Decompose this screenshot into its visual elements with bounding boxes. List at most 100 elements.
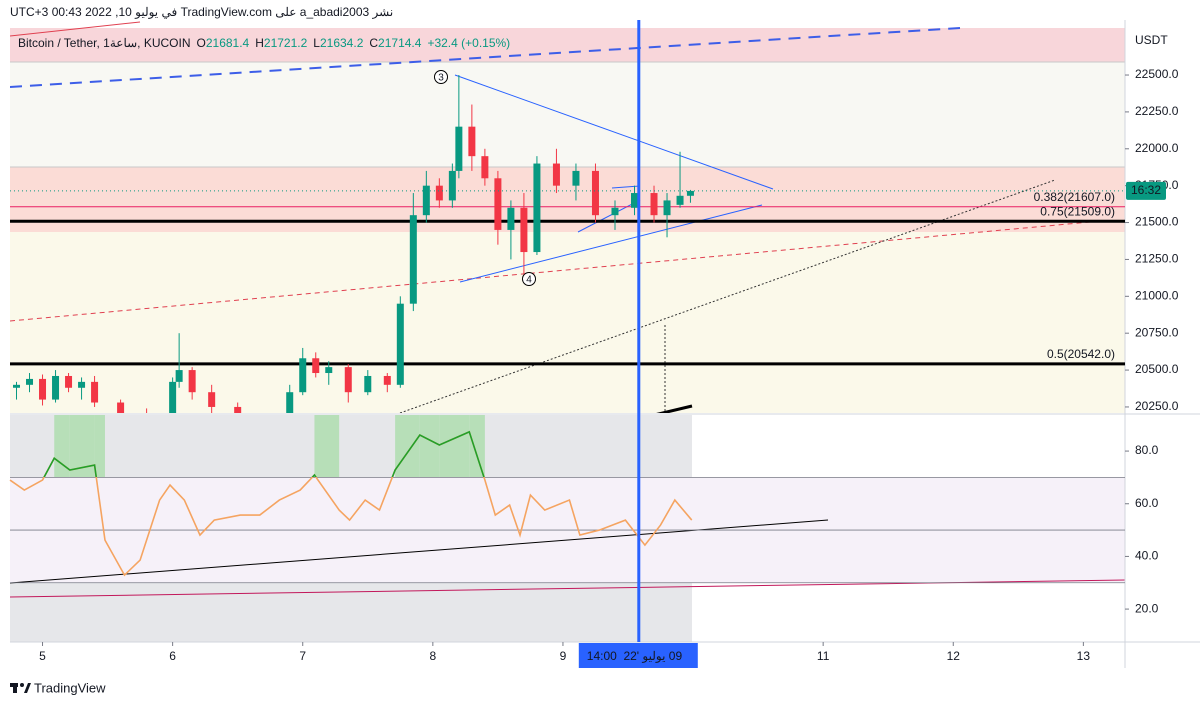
unit-label: USDT	[1135, 33, 1168, 47]
x-tick-label: 8	[429, 649, 436, 663]
price-tag-bg	[1126, 181, 1166, 200]
zone	[10, 583, 692, 642]
overbought-shade	[439, 415, 470, 478]
ohlc-value: 21681.4	[206, 36, 250, 50]
candle-body	[455, 126, 463, 171]
osc-trendline	[9, 519, 829, 584]
candle-body	[175, 370, 183, 382]
candle-body	[663, 200, 671, 216]
fib-label: 0.382(21607.0)	[1034, 190, 1115, 204]
footer: TradingView	[34, 680, 106, 695]
wave-marker	[522, 272, 536, 286]
price-tag: 16:32	[1131, 183, 1161, 197]
zone	[10, 232, 1125, 413]
candle-body	[65, 375, 73, 388]
ohlc-letter: O	[197, 36, 206, 50]
wave-marker	[434, 70, 448, 84]
crosshair-label-bg	[578, 643, 698, 668]
candle-body	[169, 381, 177, 413]
candle-body	[409, 215, 417, 304]
ohlc-value: 21721.2	[264, 36, 308, 50]
logo-part	[13, 683, 17, 693]
fib-label: 0.5(20542.0)	[1047, 347, 1115, 361]
crosshair-date: 09 يوليو '22	[623, 649, 682, 663]
candle-body	[78, 381, 86, 388]
crosshair-time: 14:00	[587, 649, 617, 663]
candle-body	[686, 190, 694, 196]
triangle	[577, 199, 641, 233]
candle-body	[234, 406, 242, 413]
change: +32.4 (+0.15%)	[427, 36, 510, 50]
candle-body	[26, 378, 34, 385]
ohlc-value: 21634.2	[320, 36, 364, 50]
x-tick-label: 7	[299, 649, 306, 663]
candle-body	[52, 375, 60, 400]
zone	[10, 28, 1125, 62]
candle-body	[422, 185, 430, 216]
ohlc-letter: L	[313, 36, 320, 50]
y-tick-label: 60.0	[1135, 496, 1159, 510]
candle-body	[396, 303, 404, 385]
x-tick-label: 13	[1077, 649, 1091, 663]
y-tick-label: 20750.0	[1135, 325, 1179, 339]
candle-body	[39, 378, 47, 400]
y-tick-label: 20.0	[1135, 601, 1159, 615]
candle-body	[117, 402, 125, 413]
candle-body	[676, 195, 684, 205]
candle-body	[383, 375, 391, 385]
y-tick-label: 21250.0	[1135, 252, 1179, 266]
candle-body	[325, 367, 333, 374]
zone	[10, 415, 692, 477]
overbought-shade	[314, 415, 340, 478]
x-tick-label: 11	[817, 649, 830, 663]
logo-part	[24, 683, 31, 693]
candle-body	[631, 193, 639, 208]
candle-body	[650, 193, 658, 216]
candle-body	[435, 185, 443, 201]
candle-body	[494, 178, 502, 230]
y-tick-label: 20250.0	[1135, 399, 1179, 413]
drawings	[10, 21, 1091, 413]
candle-body	[91, 381, 99, 403]
ohlc-letter: H	[255, 36, 264, 50]
osc-line	[9, 430, 693, 577]
symbol: Bitcoin / Tether, 1ساعة, KUCOIN O21681.4 H…	[18, 36, 510, 50]
trendline	[10, 221, 1091, 322]
overbought-shade	[419, 415, 440, 478]
zone	[10, 62, 1125, 167]
trendline	[10, 21, 141, 37]
y-tick-label: 20500.0	[1135, 362, 1179, 376]
triangle	[459, 204, 763, 283]
y-tick-label: 22250.0	[1135, 104, 1179, 118]
x-tick-label: 9	[560, 649, 567, 663]
candle-body	[344, 367, 352, 393]
candle-body	[468, 126, 476, 157]
wave-label: 3	[438, 73, 444, 84]
candle-body	[188, 370, 196, 393]
candle-body	[507, 207, 515, 230]
candle-body	[312, 358, 320, 374]
y-tick-label: 21000.0	[1135, 288, 1179, 302]
published-line: نشر a_abadi2003 على TradingView.com في ي…	[10, 5, 394, 19]
wave-label: 4	[526, 275, 532, 286]
logo	[10, 683, 31, 693]
candle-body	[481, 156, 489, 179]
ohlc-letter: C	[369, 36, 378, 50]
triangle	[611, 185, 641, 189]
symbol-name: Bitcoin / Tether, 1ساعة, KUCOIN	[18, 36, 191, 50]
x-tick-label: 6	[169, 649, 176, 663]
candle-body	[520, 207, 528, 253]
candle-body	[364, 375, 372, 393]
triangle	[454, 74, 774, 190]
candle-body	[208, 392, 216, 407]
y-tick-label: 21500.0	[1135, 215, 1179, 229]
overbought-shade	[94, 415, 105, 478]
logo-part	[20, 683, 24, 687]
y-tick-label: 22500.0	[1135, 67, 1179, 81]
candle-body	[591, 170, 599, 216]
osc-pane-bg	[10, 415, 1125, 642]
y-tick-label: 80.0	[1135, 443, 1159, 457]
overbought-shade	[469, 415, 485, 478]
candle-body	[299, 358, 307, 393]
